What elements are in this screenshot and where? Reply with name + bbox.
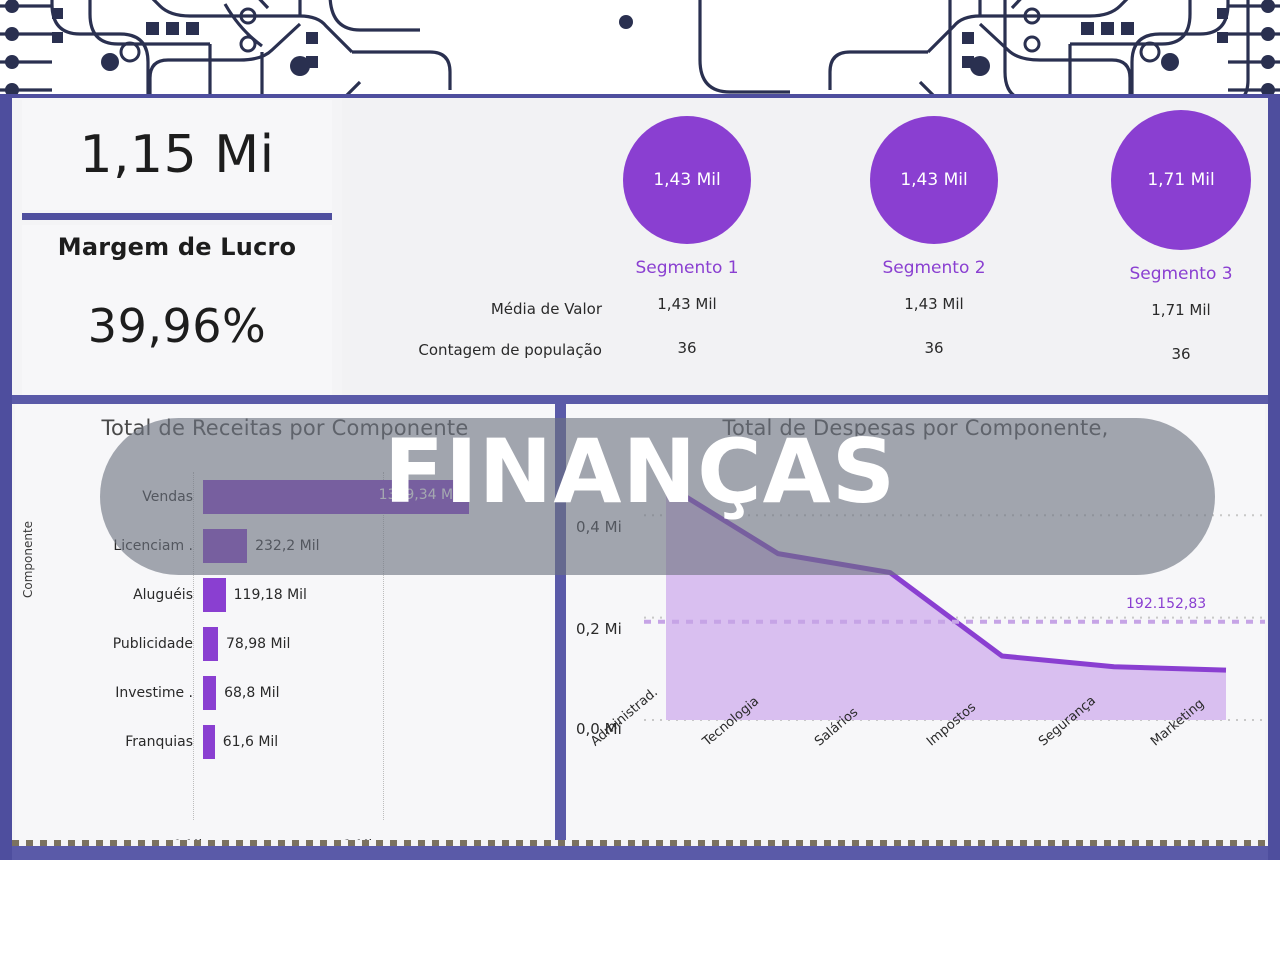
kpi-separator: [22, 213, 332, 220]
segment-bubble-value-1: 1,43 Mil: [653, 170, 721, 190]
segment-count-3: 36: [1171, 345, 1191, 363]
bar-chart-xtick-0: 0 Mi: [173, 838, 202, 840]
area-chart-ytick-0: 0,0 Mi: [576, 720, 622, 738]
total-value: 1,15 Mi: [79, 125, 275, 185]
segment-avg-3: 1,71 Mil: [1151, 301, 1211, 319]
profit-margin-card[interactable]: Margem de Lucro 39,96%: [22, 225, 332, 395]
segment-name-2[interactable]: Segmento 2: [882, 258, 986, 278]
frame-bottom-dots: [12, 840, 1268, 846]
segment-bubble-1[interactable]: 1,43 Mil: [623, 116, 751, 244]
segment-row-label-avg: Média de Valor: [490, 300, 602, 318]
bar-chart-bar[interactable]: [203, 626, 218, 661]
segment-avg-2: 1,43 Mil: [904, 295, 964, 313]
segment-count-1: 36: [677, 339, 697, 357]
frame-top-strip: [12, 94, 1268, 98]
bar-chart-category-label: Aluguéis: [133, 586, 193, 603]
bar-chart-row[interactable]: Investime . 68,8 Mil: [45, 668, 545, 717]
bar-chart-value-label: 61,6 Mil: [222, 733, 279, 750]
area-chart-reference-label: 192.152,83: [1126, 596, 1207, 612]
bar-chart-category-label: Publicidade: [112, 635, 193, 652]
top-band: 1,15 Mi Margem de Lucro 39,96% Média de …: [12, 98, 1268, 395]
kpi-column: 1,15 Mi Margem de Lucro 39,96%: [12, 98, 342, 395]
vertical-divider: [555, 404, 566, 840]
bar-chart-bar[interactable]: [203, 577, 226, 612]
segment-bubble-2[interactable]: 1,43 Mil: [870, 116, 998, 244]
segment-card-3[interactable]: 1,71 Mil Segmento 3 1,71 Mil 36: [1086, 110, 1276, 363]
bar-chart-value-label: 119,18 Mil: [233, 586, 307, 603]
horizontal-divider: [12, 395, 1268, 404]
segment-count-2: 36: [924, 339, 944, 357]
bar-chart-xtick-1: 1 Mi: [343, 838, 372, 840]
segment-name-3[interactable]: Segmento 3: [1129, 264, 1233, 284]
segment-card-1[interactable]: 1,43 Mil Segmento 1 1,43 Mil 36: [592, 116, 782, 357]
segment-bubble-value-3: 1,71 Mil: [1147, 170, 1215, 190]
bar-chart-row[interactable]: Publicidade 78,98 Mil: [45, 619, 545, 668]
segment-avg-1: 1,43 Mil: [657, 295, 717, 313]
bar-chart-bar[interactable]: [203, 724, 215, 759]
segment-bubble-value-2: 1,43 Mil: [900, 170, 968, 190]
segment-bubble-3[interactable]: 1,71 Mil: [1111, 110, 1251, 250]
bar-chart-row[interactable]: Aluguéis 119,18 Mil: [45, 570, 545, 619]
bar-chart-gridline-0: [193, 472, 194, 820]
segment-card-2[interactable]: 1,43 Mil Segmento 2 1,43 Mil 36: [839, 116, 1029, 357]
bar-chart-row[interactable]: Franquias 61,6 Mil: [45, 717, 545, 766]
bar-chart-category-label: Investime .: [115, 684, 193, 701]
segment-row-labels: Média de Valor Contagem de população: [352, 294, 602, 376]
profit-margin-value: 39,96%: [87, 299, 267, 353]
area-chart-x-ticks: Administrad. Tecnologia Salários Impostos Se…: [566, 685, 1265, 822]
frame-bottom-strip: [12, 846, 1268, 860]
area-chart-ytick-1: 0,2 Mi: [576, 620, 622, 638]
watermark-title: FINANÇAS: [383, 420, 897, 523]
profit-margin-label: Margem de Lucro: [57, 233, 297, 261]
bar-chart-bar[interactable]: [203, 675, 217, 710]
bar-chart-y-axis-label: Componente: [21, 520, 35, 598]
segment-row-label-count: Contagem de população: [418, 341, 602, 359]
bar-chart-category-label: Franquias: [125, 733, 193, 750]
watermark-pill: [100, 418, 1215, 575]
total-value-card[interactable]: 1,15 Mi: [22, 100, 332, 210]
bar-chart-value-label: 78,98 Mil: [226, 635, 291, 652]
segments-column: Média de Valor Contagem de população 1,4…: [342, 98, 1268, 395]
segment-name-1[interactable]: Segmento 1: [635, 258, 739, 278]
bar-chart-gridline-1: [383, 472, 384, 820]
bar-chart-value-label: 68,8 Mil: [224, 684, 280, 701]
